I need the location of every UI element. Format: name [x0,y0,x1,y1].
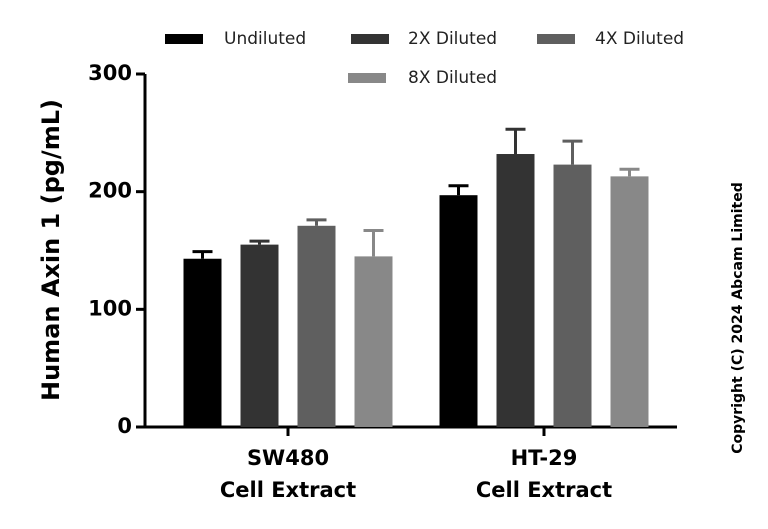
legend-label: 2X Diluted [408,29,497,49]
x-categories: SW480 Cell Extract HT-29 Cell Extract [220,427,612,502]
y-tick-label: 100 [88,296,132,320]
legend-label: 4X Diluted [595,29,684,49]
bar [354,256,393,427]
x-category-sublabel: Cell Extract [220,478,356,502]
y-axis-label: Human Axin 1 (pg/mL) [37,99,65,401]
bar [439,195,478,427]
x-category-label: HT-29 [511,446,578,470]
legend-swatch [165,34,203,44]
legend-label: Undiluted [224,29,306,49]
bars [183,127,649,427]
legend: Undiluted 2X Diluted 4X Diluted 8X Diluted [165,29,684,88]
legend-swatch [537,34,575,44]
bar [610,176,649,427]
bar [553,164,592,427]
legend-swatch [348,73,386,83]
bar [496,154,535,427]
bar [297,225,336,427]
y-ticks: 0 100 200 300 [88,61,145,438]
bar [183,258,222,427]
legend-label: 8X Diluted [408,68,497,88]
bar [240,244,279,427]
y-tick-label: 200 [88,179,132,203]
x-category-sublabel: Cell Extract [476,478,612,502]
axes [143,74,677,429]
y-tick-label: 300 [88,61,132,85]
legend-swatch [351,34,389,44]
copyright-text: Copyright (C) 2024 Abcam Limited [730,182,746,453]
x-category-label: SW480 [247,446,329,470]
y-tick-label: 0 [117,414,132,438]
